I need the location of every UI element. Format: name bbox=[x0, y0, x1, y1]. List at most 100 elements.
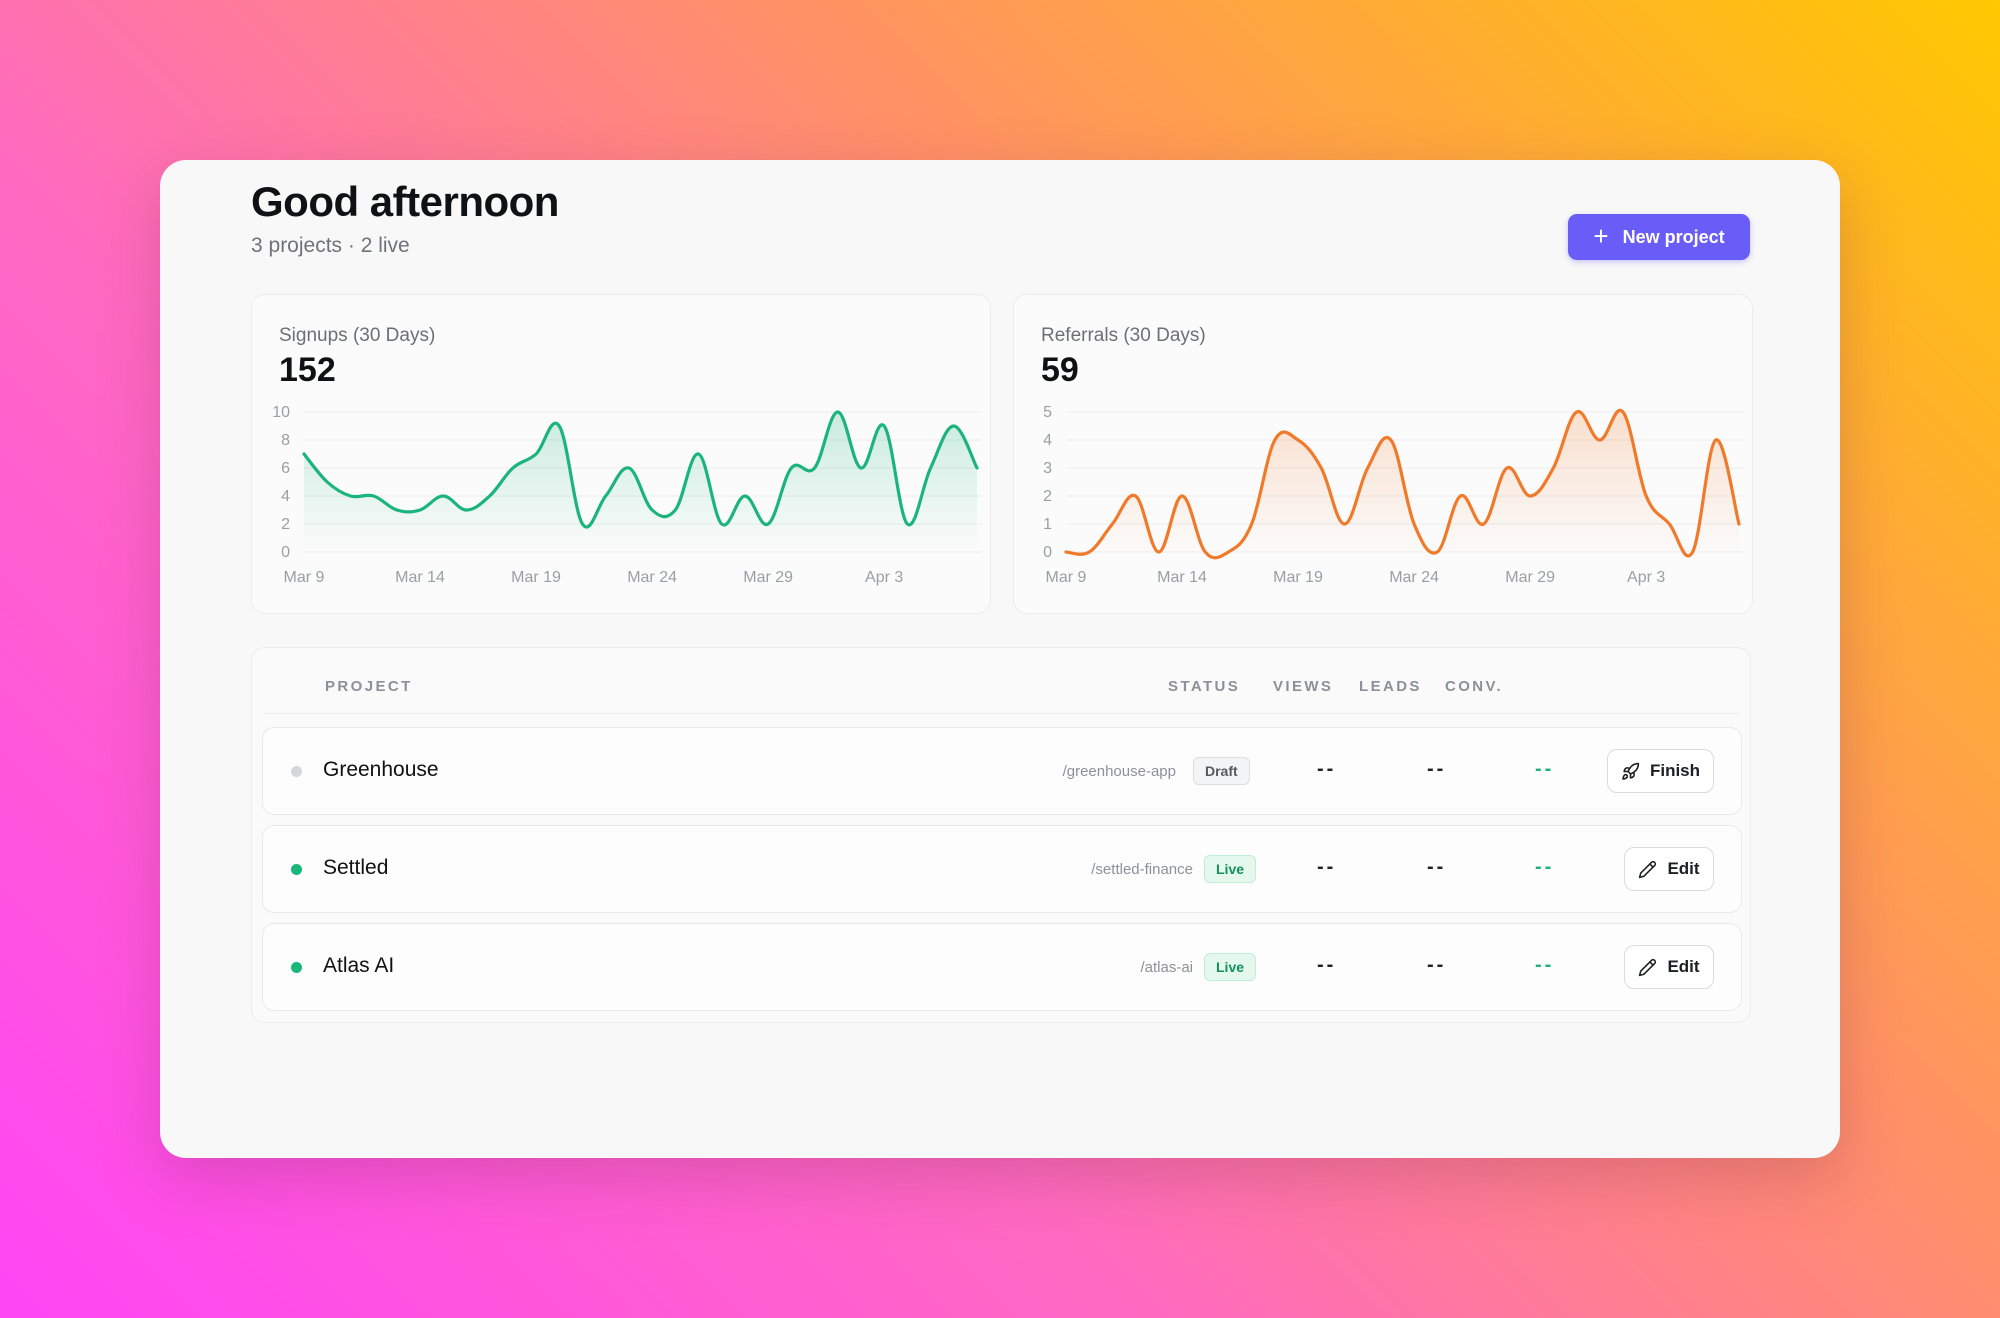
data-point bbox=[395, 508, 399, 512]
header-status: STATUS bbox=[1168, 678, 1241, 695]
y-tick-label: 0 bbox=[1043, 544, 1052, 561]
data-point bbox=[1598, 438, 1602, 442]
data-point bbox=[557, 424, 561, 428]
data-point bbox=[441, 494, 445, 498]
data-point bbox=[325, 480, 329, 484]
finish-button[interactable]: Finish bbox=[1607, 749, 1714, 793]
data-point bbox=[1528, 494, 1532, 498]
x-tick-label: Mar 19 bbox=[511, 569, 561, 586]
finish-label: Finish bbox=[1649, 761, 1701, 780]
y-tick-label: 10 bbox=[272, 404, 290, 421]
data-point bbox=[1342, 522, 1346, 526]
y-tick-label: 6 bbox=[281, 460, 290, 477]
new-project-button[interactable]: + New project bbox=[1568, 214, 1750, 260]
x-tick-label: Mar 9 bbox=[1046, 569, 1087, 586]
data-point bbox=[348, 494, 352, 498]
project-slug: /settled-finance bbox=[1091, 861, 1193, 878]
chart-total: 152 bbox=[279, 351, 336, 389]
project-slug: /greenhouse-app bbox=[1062, 763, 1176, 780]
views-value: -- bbox=[1317, 758, 1337, 780]
data-point bbox=[1296, 438, 1300, 442]
data-point bbox=[1435, 550, 1439, 554]
data-point bbox=[1203, 550, 1207, 554]
dashboard-card: Good afternoon 3 projects · 2 live + New… bbox=[160, 160, 1840, 1158]
series-line bbox=[302, 410, 979, 529]
data-point bbox=[627, 466, 631, 470]
data-point bbox=[1134, 494, 1138, 498]
table-header: PROJECT STATUS VIEWS LEADS CONV. bbox=[264, 654, 1740, 714]
y-tick-label: 4 bbox=[1043, 432, 1052, 449]
data-point bbox=[929, 466, 933, 470]
table-row[interactable]: Greenhouse /greenhouse-app Draft -- -- -… bbox=[262, 727, 1742, 815]
data-point bbox=[1714, 438, 1718, 442]
status-badge: Draft bbox=[1193, 757, 1250, 785]
data-point bbox=[534, 452, 538, 456]
project-slug: /atlas-ai bbox=[1140, 959, 1193, 976]
y-tick-label: 5 bbox=[1043, 404, 1052, 421]
header-views: VIEWS bbox=[1273, 678, 1334, 695]
data-point bbox=[1319, 466, 1323, 470]
y-tick-label: 3 bbox=[1043, 460, 1052, 477]
x-tick-label: Mar 24 bbox=[1389, 569, 1439, 586]
data-point bbox=[1644, 494, 1648, 498]
data-point bbox=[1226, 550, 1230, 554]
data-point bbox=[1505, 466, 1509, 470]
referrals-chart: 0 1 2 3 4 5 Mar 9 Mar 14 Mar 19 Mar 24 Mar 29 Apr 3 bbox=[1043, 404, 1744, 586]
x-tick-label: Mar 14 bbox=[1157, 569, 1207, 586]
series-area bbox=[304, 412, 977, 552]
chart-title: Referrals (30 Days) bbox=[1041, 325, 1206, 346]
page-title: Good afternoon bbox=[251, 178, 559, 225]
data-point bbox=[673, 508, 677, 512]
data-point bbox=[1064, 550, 1068, 554]
data-point bbox=[1157, 550, 1161, 554]
data-point bbox=[464, 508, 468, 512]
series-line bbox=[1064, 408, 1741, 560]
edit-button[interactable]: Edit bbox=[1624, 847, 1714, 891]
data-point bbox=[1575, 410, 1579, 414]
data-point bbox=[488, 494, 492, 498]
data-point bbox=[1691, 550, 1695, 554]
conv-value: -- bbox=[1535, 856, 1555, 878]
data-point bbox=[604, 494, 608, 498]
x-tick-label: Mar 9 bbox=[284, 569, 325, 586]
data-point bbox=[580, 522, 584, 526]
leads-value: -- bbox=[1427, 954, 1447, 976]
data-point bbox=[418, 508, 422, 512]
data-point bbox=[975, 466, 979, 470]
y-tick-label: 0 bbox=[281, 544, 290, 561]
projects-table: PROJECT STATUS VIEWS LEADS CONV. Greenho… bbox=[251, 647, 1751, 1023]
x-tick-label: Apr 3 bbox=[1627, 569, 1665, 586]
data-point bbox=[1621, 410, 1625, 414]
data-point bbox=[1737, 522, 1741, 526]
x-tick-label: Mar 29 bbox=[743, 569, 793, 586]
data-point bbox=[1482, 522, 1486, 526]
pencil-icon bbox=[1639, 860, 1657, 878]
project-name: Greenhouse bbox=[323, 758, 439, 781]
conv-value: -- bbox=[1535, 954, 1555, 976]
plus-icon: + bbox=[1593, 220, 1609, 251]
table-row[interactable]: Atlas AI /atlas-ai Live -- -- -- Edit bbox=[262, 923, 1742, 1011]
projects-summary: 3 projects · 2 live bbox=[251, 234, 410, 257]
data-point bbox=[1551, 466, 1555, 470]
y-tick-label: 8 bbox=[281, 432, 290, 449]
data-point bbox=[1087, 550, 1091, 554]
edit-button[interactable]: Edit bbox=[1624, 945, 1714, 989]
status-dot bbox=[291, 962, 302, 973]
y-tick-label: 2 bbox=[1043, 488, 1052, 505]
x-tick-label: Mar 14 bbox=[395, 569, 445, 586]
pencil-icon bbox=[1639, 958, 1657, 976]
x-tick-label: Apr 3 bbox=[865, 569, 903, 586]
chart-total: 59 bbox=[1041, 351, 1079, 389]
table-row[interactable]: Settled /settled-finance Live -- -- -- E… bbox=[262, 825, 1742, 913]
data-point bbox=[511, 466, 515, 470]
data-point bbox=[720, 522, 724, 526]
conv-value: -- bbox=[1535, 758, 1555, 780]
data-point bbox=[813, 466, 817, 470]
data-point bbox=[743, 494, 747, 498]
leads-value: -- bbox=[1427, 856, 1447, 878]
data-point bbox=[1250, 522, 1254, 526]
data-point bbox=[1667, 522, 1671, 526]
data-point bbox=[372, 494, 376, 498]
data-point bbox=[882, 424, 886, 428]
data-point bbox=[1273, 438, 1277, 442]
